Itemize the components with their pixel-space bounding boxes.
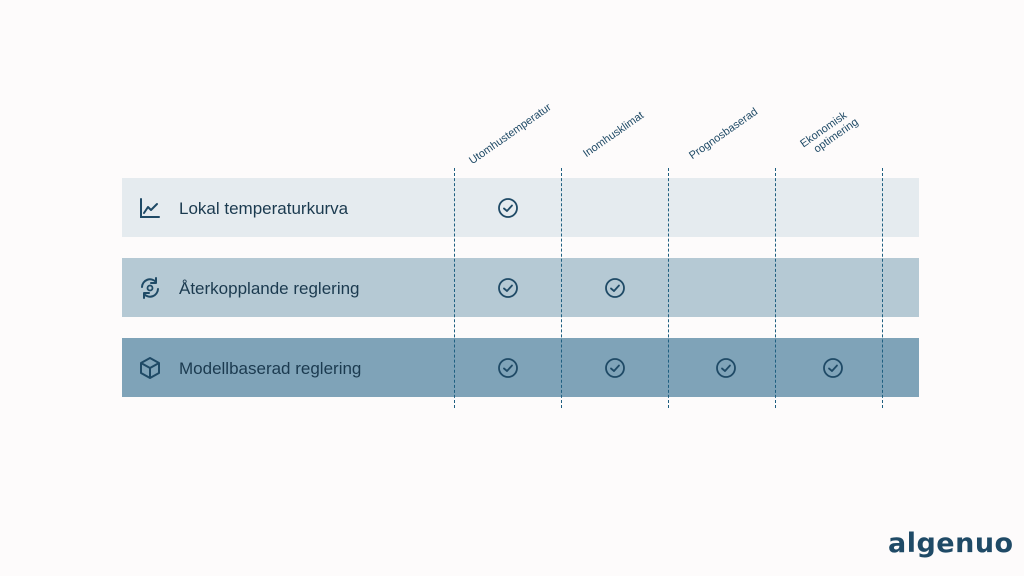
check-circle-icon bbox=[498, 358, 518, 378]
check-circle-icon bbox=[498, 278, 518, 298]
row-label: Modellbaserad reglering bbox=[179, 359, 362, 378]
line-chart-icon bbox=[140, 198, 160, 218]
column-divider bbox=[454, 168, 455, 408]
check-circle-icon bbox=[498, 198, 518, 218]
cube-icon bbox=[140, 357, 160, 379]
row-lokal-temperaturkurva bbox=[122, 178, 919, 237]
check-circle-icon bbox=[605, 358, 625, 378]
algenuo-logo: algenuo bbox=[888, 528, 1014, 559]
column-header-inomhusklimat: Inomhusklimat bbox=[581, 109, 647, 160]
refresh-cycle-icon bbox=[141, 277, 159, 299]
column-header-prognosbaserad: Prognosbaserad bbox=[687, 105, 761, 162]
column-divider bbox=[882, 168, 883, 408]
column-divider bbox=[775, 168, 776, 408]
column-divider bbox=[668, 168, 669, 408]
column-header-utomhustemperatur: Utomhustemperatur bbox=[467, 101, 554, 167]
row-aterkopplande-reglering bbox=[122, 258, 919, 317]
row-label: Återkopplande reglering bbox=[179, 279, 360, 298]
column-header-ekonomisk-optimering: Ekonomisk optimering bbox=[798, 106, 860, 160]
check-circle-icon bbox=[716, 358, 736, 378]
check-circle-icon bbox=[605, 278, 625, 298]
column-divider bbox=[561, 168, 562, 408]
row-modellbaserad-reglering bbox=[122, 338, 919, 397]
row-label: Lokal temperaturkurva bbox=[179, 199, 349, 218]
check-circle-icon bbox=[823, 358, 843, 378]
